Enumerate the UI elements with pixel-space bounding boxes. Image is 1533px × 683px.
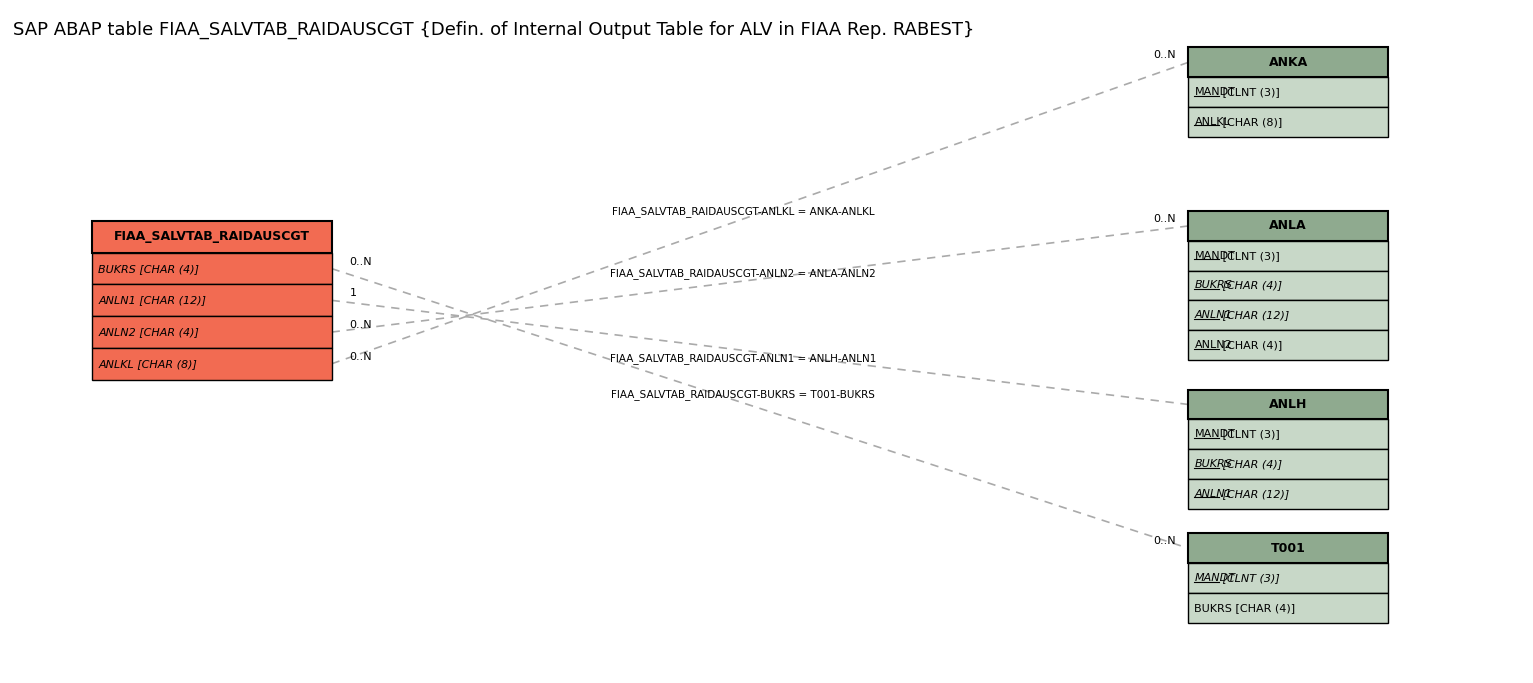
Text: BUKRS: BUKRS xyxy=(1194,281,1233,290)
Bar xyxy=(92,348,331,380)
Bar xyxy=(1188,479,1387,509)
Bar xyxy=(1188,330,1387,360)
Text: 0..N: 0..N xyxy=(350,257,373,266)
Text: BUKRS: BUKRS xyxy=(1194,459,1233,469)
Text: [CLNT (3)]: [CLNT (3)] xyxy=(1219,429,1280,439)
Text: BUKRS [CHAR (4)]: BUKRS [CHAR (4)] xyxy=(1194,603,1295,613)
Text: ANLN1: ANLN1 xyxy=(1194,489,1233,499)
Bar xyxy=(92,284,331,316)
Text: 1: 1 xyxy=(350,288,357,298)
Text: [CHAR (12)]: [CHAR (12)] xyxy=(1219,310,1289,320)
Bar xyxy=(1188,419,1387,449)
Text: MANDT: MANDT xyxy=(1194,87,1236,97)
Text: [CHAR (4)]: [CHAR (4)] xyxy=(1219,340,1283,350)
Text: BUKRS [CHAR (4)]: BUKRS [CHAR (4)] xyxy=(98,264,199,274)
Text: [CHAR (12)]: [CHAR (12)] xyxy=(1219,489,1289,499)
Text: [CHAR (4)]: [CHAR (4)] xyxy=(1219,281,1282,290)
Text: FIAA_SALVTAB_RAIDAUSCGT-ANLN1 = ANLH-ANLN1: FIAA_SALVTAB_RAIDAUSCGT-ANLN1 = ANLH-ANL… xyxy=(610,353,875,364)
Bar xyxy=(1188,563,1387,593)
Bar xyxy=(1188,211,1387,241)
Text: FIAA_SALVTAB_RAIDAUSCGT-ANLKL = ANKA-ANLKL: FIAA_SALVTAB_RAIDAUSCGT-ANLKL = ANKA-ANL… xyxy=(612,206,874,217)
Bar xyxy=(1188,389,1387,419)
Text: [CHAR (8)]: [CHAR (8)] xyxy=(1219,117,1283,127)
Text: ANLN2: ANLN2 xyxy=(1194,340,1233,350)
Bar xyxy=(1188,47,1387,77)
Bar xyxy=(1188,270,1387,301)
Text: ANLN1: ANLN1 xyxy=(1194,310,1233,320)
Text: ANLKL: ANLKL xyxy=(1194,117,1229,127)
Text: ANLH: ANLH xyxy=(1269,398,1308,411)
Text: FIAA_SALVTAB_RAIDAUSCGT-ANLN2 = ANLA-ANLN2: FIAA_SALVTAB_RAIDAUSCGT-ANLN2 = ANLA-ANL… xyxy=(610,268,875,279)
Text: MANDT: MANDT xyxy=(1194,429,1236,439)
Text: [CLNT (3)]: [CLNT (3)] xyxy=(1219,251,1280,261)
Bar xyxy=(92,316,331,348)
Text: 0..N: 0..N xyxy=(1154,51,1176,60)
Text: ANLA: ANLA xyxy=(1269,219,1308,232)
Text: MANDT: MANDT xyxy=(1194,573,1236,583)
Text: ANLN2 [CHAR (4)]: ANLN2 [CHAR (4)] xyxy=(98,327,199,337)
Text: ANLN1 [CHAR (12)]: ANLN1 [CHAR (12)] xyxy=(98,295,207,305)
Text: T001: T001 xyxy=(1271,542,1306,555)
Text: SAP ABAP table FIAA_SALVTAB_RAIDAUSCGT {Defin. of Internal Output Table for ALV : SAP ABAP table FIAA_SALVTAB_RAIDAUSCGT {… xyxy=(12,20,973,39)
Text: [CHAR (4)]: [CHAR (4)] xyxy=(1219,459,1282,469)
Text: 0..N: 0..N xyxy=(350,320,373,330)
Bar xyxy=(1188,301,1387,330)
Text: ANLKL [CHAR (8)]: ANLKL [CHAR (8)] xyxy=(98,359,198,369)
Bar xyxy=(1188,593,1387,623)
Bar xyxy=(1188,241,1387,270)
Text: 0..N: 0..N xyxy=(1154,536,1176,546)
Text: 0..N: 0..N xyxy=(1154,214,1176,224)
Bar xyxy=(1188,107,1387,137)
Bar xyxy=(92,253,331,284)
Text: [CLNT (3)]: [CLNT (3)] xyxy=(1219,573,1280,583)
Bar xyxy=(1188,533,1387,563)
Text: FIAA_SALVTAB_RAIDAUSCGT: FIAA_SALVTAB_RAIDAUSCGT xyxy=(113,230,310,243)
Bar xyxy=(1188,77,1387,107)
Text: 0..N: 0..N xyxy=(350,352,373,362)
Text: [CLNT (3)]: [CLNT (3)] xyxy=(1219,87,1280,97)
Text: FIAA_SALVTAB_RAIDAUSCGT-BUKRS = T001-BUKRS: FIAA_SALVTAB_RAIDAUSCGT-BUKRS = T001-BUK… xyxy=(612,389,875,400)
Text: MANDT: MANDT xyxy=(1194,251,1236,261)
Bar xyxy=(1188,449,1387,479)
Bar xyxy=(92,221,331,253)
Text: ANKA: ANKA xyxy=(1268,56,1308,69)
